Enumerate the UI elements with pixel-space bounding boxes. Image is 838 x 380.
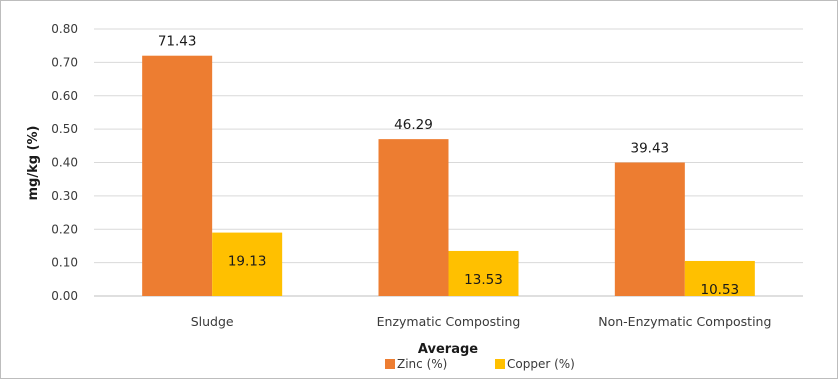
legend-swatch-copper bbox=[495, 359, 505, 369]
x-axis-ticks: Sludge Enzymatic Composting Non-Enzymatic … bbox=[191, 314, 772, 329]
data-label: 13.53 bbox=[464, 272, 503, 288]
data-label: 10.53 bbox=[701, 282, 740, 298]
y-tick-label: 0.50 bbox=[51, 122, 78, 136]
y-tick-label: 0.10 bbox=[51, 256, 78, 270]
y-tick-label: 0.80 bbox=[51, 22, 78, 36]
bar-zinc bbox=[142, 55, 213, 297]
x-tick-label: Non-Enzymatic Composting bbox=[598, 314, 771, 329]
y-tick-label: 0.30 bbox=[51, 189, 78, 203]
bar-copper bbox=[212, 232, 283, 296]
legend-label: Copper (%) bbox=[507, 357, 575, 371]
data-labels: 71.43 19.13 46.29 13.53 39.43 10.53 bbox=[158, 34, 739, 298]
legend-swatch-zinc bbox=[385, 359, 395, 369]
legend: Zinc (%) Copper (%) bbox=[385, 357, 575, 371]
data-label: 19.13 bbox=[228, 254, 267, 270]
y-tick-label: 0.40 bbox=[51, 156, 78, 170]
data-label: 46.29 bbox=[394, 117, 433, 133]
y-tick-label: 0.20 bbox=[51, 222, 78, 236]
bar-copper bbox=[684, 260, 755, 296]
y-tick-label: 0.70 bbox=[51, 55, 78, 69]
x-tick-label: Enzymatic Composting bbox=[377, 314, 521, 329]
bars bbox=[142, 55, 755, 297]
bar-copper bbox=[448, 250, 519, 296]
y-tick-label: 0.60 bbox=[51, 89, 78, 103]
x-axis-title: Average bbox=[418, 342, 478, 357]
bar-zinc bbox=[614, 162, 685, 296]
y-axis-title: mg/kg (%) bbox=[26, 126, 41, 201]
data-label: 71.43 bbox=[158, 34, 197, 50]
y-axis-ticks: 0.00 0.10 0.20 0.30 0.40 0.50 0.60 0.70 0.80 bbox=[51, 22, 78, 303]
y-tick-label: 0.00 bbox=[51, 289, 78, 303]
bar-zinc bbox=[378, 139, 449, 296]
legend-label: Zinc (%) bbox=[397, 357, 447, 371]
x-tick-label: Sludge bbox=[191, 314, 234, 329]
data-label: 39.43 bbox=[631, 141, 670, 157]
